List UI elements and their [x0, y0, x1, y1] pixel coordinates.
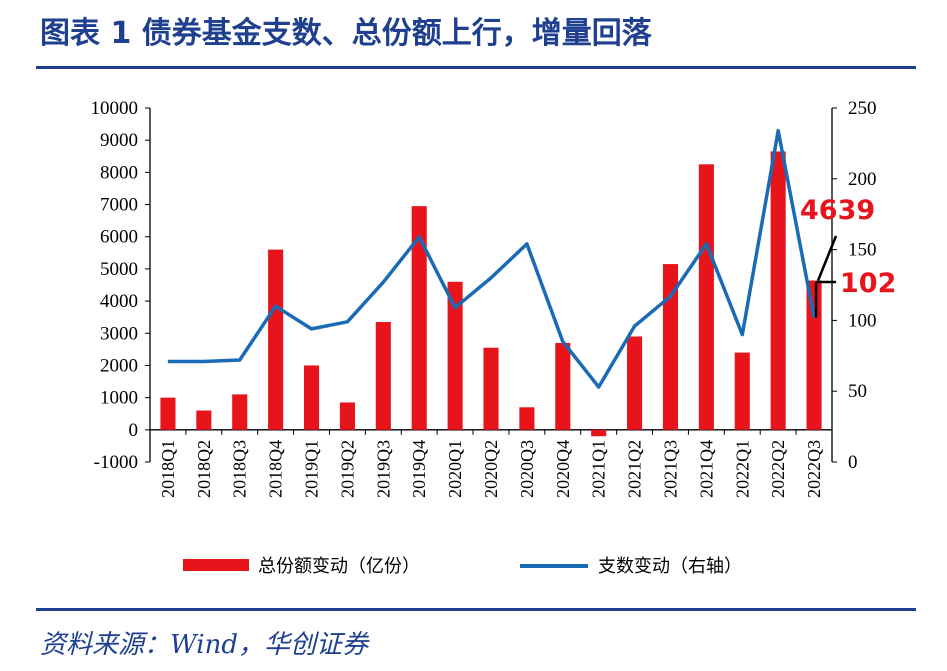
bar — [268, 249, 284, 430]
left-tick-label: 6000 — [100, 227, 138, 248]
left-tick-label: 1000 — [100, 388, 138, 409]
right-tick-label: 150 — [848, 240, 877, 261]
left-tick-label: 0 — [129, 420, 139, 441]
source-note: 资料来源：Wind，华创证券 — [40, 630, 368, 660]
x-tick-label: 2020Q1 — [445, 440, 465, 498]
bar — [806, 280, 822, 430]
left-tick-label: 9000 — [100, 130, 138, 151]
right-tick-label: 100 — [848, 310, 877, 331]
x-tick-label: 2019Q3 — [373, 440, 393, 498]
bar — [339, 402, 355, 430]
left-tick-label: 2000 — [100, 355, 138, 376]
right-tick-label: 50 — [848, 381, 867, 402]
x-tick-label: 2018Q1 — [158, 440, 178, 498]
annotations: 4639 102 — [800, 195, 896, 318]
legend-bar-label: 总份额变动（亿份） — [258, 556, 420, 577]
x-tick-label: 2021Q1 — [589, 440, 609, 498]
bar — [303, 365, 320, 430]
x-tick-label: 2022Q1 — [732, 440, 752, 498]
bar-value-label: 4639 — [800, 195, 875, 226]
title-divider — [36, 66, 916, 69]
legend-line-label: 支数变动（右轴） — [598, 556, 742, 577]
x-tick-label: 2020Q3 — [517, 440, 537, 498]
footer-divider — [36, 608, 916, 611]
chart-axes: -100001000200030004000500060007000800090… — [91, 98, 877, 498]
x-tick-label: 2021Q4 — [696, 440, 716, 498]
x-tick-label: 2019Q1 — [302, 440, 322, 498]
x-tick-label: 2021Q3 — [660, 440, 680, 498]
x-tick-label: 2019Q4 — [409, 440, 429, 498]
right-tick-label: 200 — [848, 169, 877, 190]
line-series — [167, 128, 816, 389]
left-tick-label: 5000 — [100, 259, 138, 280]
bar — [411, 206, 427, 430]
right-tick-label: 0 — [848, 452, 858, 473]
left-tick-label: 7000 — [100, 195, 138, 216]
x-tick-label: 2020Q4 — [553, 440, 573, 498]
right-tick-label: 250 — [848, 98, 877, 119]
left-tick-label: -1000 — [94, 452, 138, 473]
x-tick-label: 2021Q2 — [625, 440, 645, 498]
bar — [519, 407, 535, 430]
bar-series — [160, 151, 822, 437]
bar — [698, 164, 714, 430]
left-tick-label: 4000 — [100, 291, 138, 312]
bar — [160, 397, 176, 430]
bar — [591, 429, 607, 437]
bar — [555, 342, 571, 430]
left-tick-label: 3000 — [100, 323, 138, 344]
bar — [232, 394, 248, 430]
bar — [770, 151, 786, 430]
bar — [447, 281, 463, 430]
bar — [375, 322, 391, 430]
figure-title: 图表 1 债券基金支数、总份额上行，增量回落 — [40, 16, 652, 51]
x-tick-label: 2022Q3 — [804, 440, 824, 498]
line-value-label: 102 — [840, 268, 896, 299]
x-tick-label: 2018Q4 — [266, 440, 286, 498]
x-tick-label: 2020Q2 — [481, 440, 501, 498]
left-tick-label: 10000 — [91, 98, 139, 119]
x-tick-label: 2022Q2 — [768, 440, 788, 498]
x-tick-label: 2018Q3 — [230, 440, 250, 498]
left-tick-label: 8000 — [100, 162, 138, 183]
bar-leader-line — [816, 235, 838, 281]
legend-bar-swatch — [183, 559, 249, 571]
x-tick-label: 2019Q2 — [337, 440, 357, 498]
bar — [483, 347, 499, 430]
bar — [196, 410, 212, 430]
chart-legend: 总份额变动（亿份） 支数变动（右轴） — [183, 556, 742, 577]
x-tick-label: 2018Q2 — [194, 440, 214, 498]
bar — [627, 336, 643, 430]
bar — [734, 352, 750, 430]
bar — [662, 264, 679, 430]
